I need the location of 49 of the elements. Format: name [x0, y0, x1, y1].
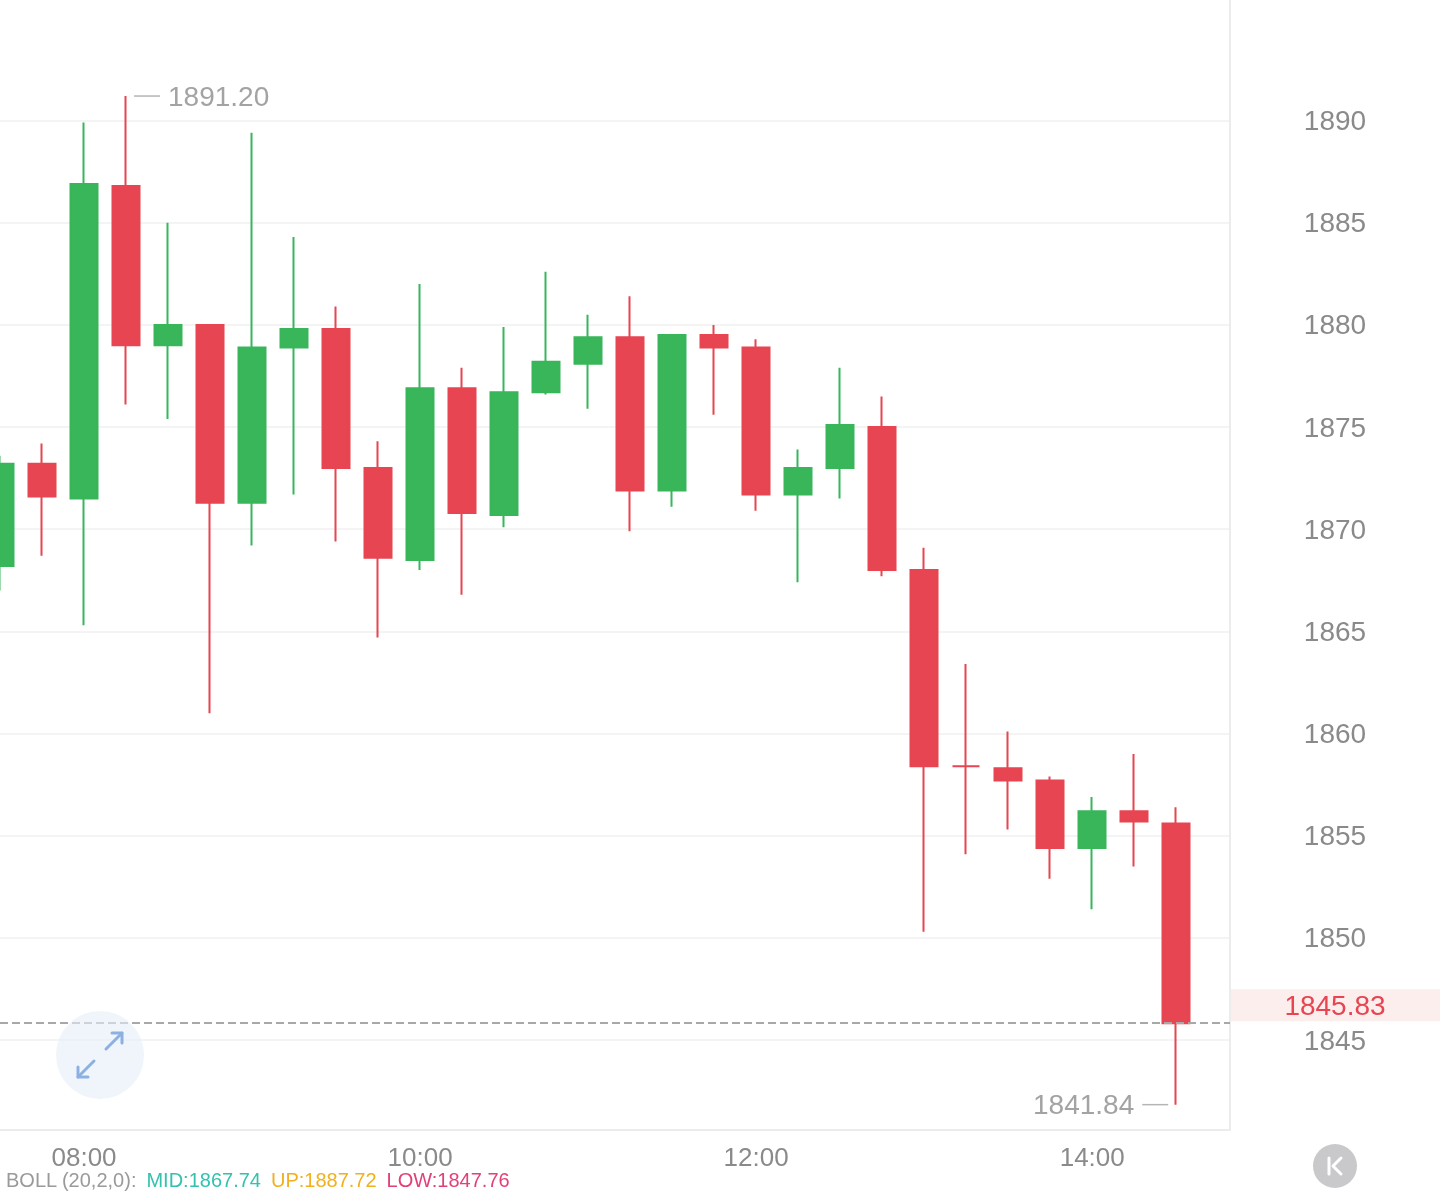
candlestick: [615, 295, 645, 533]
text: UP:1887.72: [270, 1169, 377, 1191]
x-tick-label: 08:00: [51, 1142, 117, 1172]
candlestick: [321, 305, 351, 543]
y-tick-label: 1870: [1303, 513, 1367, 545]
candlestick: [69, 121, 99, 627]
candlestick: [867, 395, 897, 578]
candlestick: [363, 440, 393, 639]
candlestick: [111, 95, 141, 406]
candlestick: [657, 334, 687, 508]
y-tick-label: 1850: [1303, 922, 1367, 954]
candlestick: [699, 323, 729, 416]
candlestick: [195, 323, 225, 715]
ref-line-label: 1845.83: [1284, 989, 1386, 1021]
y-tick-label: 1890: [1303, 105, 1367, 137]
x-tick-label: 14:00: [1059, 1142, 1125, 1172]
annotation: 1841.84: [1033, 1089, 1135, 1121]
x-tick-label: 12:00: [723, 1142, 789, 1172]
annotation: 1891.20: [168, 80, 270, 112]
candlestick: [741, 338, 771, 512]
candlestick: [27, 442, 57, 557]
candlestick: [153, 221, 183, 420]
candlestick: [1119, 753, 1149, 868]
y-tick-label: 1865: [1303, 615, 1367, 647]
candlestick: [909, 546, 939, 933]
candlestick: [237, 131, 267, 547]
candlestick: [489, 325, 519, 529]
y-tick-label: 1885: [1303, 207, 1367, 239]
candlestick: [1161, 806, 1191, 1106]
candlestick: [783, 448, 813, 584]
candlestick: [405, 283, 435, 572]
candlestick: [993, 730, 1023, 831]
candlestick: [1077, 795, 1107, 911]
y-tick-label: 1860: [1303, 718, 1367, 750]
text: LOW:1847.76: [386, 1169, 510, 1191]
y-tick-label: 1855: [1303, 820, 1367, 852]
candlestick: [573, 313, 603, 410]
y-tick-label: 1880: [1303, 309, 1367, 341]
candlestick: [279, 236, 309, 496]
y-tick-label: 1875: [1303, 411, 1367, 443]
candlestick: [447, 366, 477, 596]
y-tick-label: 1845: [1303, 1024, 1367, 1056]
candlestick: [1035, 775, 1065, 880]
text: BOLL (20,2,0):: [6, 1169, 137, 1191]
candlestick: [951, 663, 981, 856]
candlestick: [825, 366, 855, 500]
text: MID:1867.74: [146, 1169, 261, 1191]
x-tick-label: 10:00: [387, 1142, 453, 1172]
candlestick: [531, 270, 561, 396]
